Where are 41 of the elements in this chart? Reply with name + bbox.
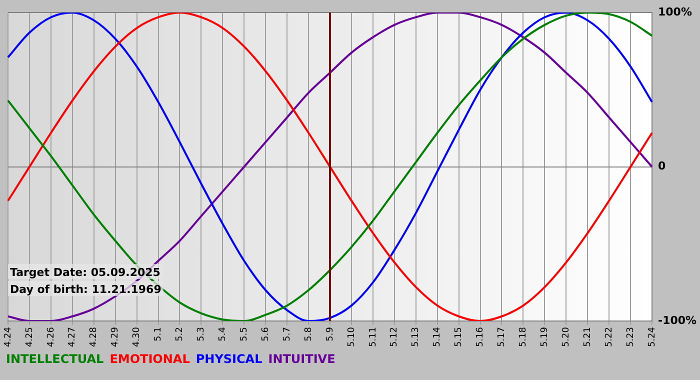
text: INTUITIVE bbox=[268, 352, 336, 366]
x-tick-label: 4.28 bbox=[89, 326, 100, 348]
x-tick-label: 5.14 bbox=[432, 326, 443, 348]
x-tick-label: 5.12 bbox=[390, 327, 400, 348]
x-tick-label: 5.23 bbox=[626, 327, 636, 348]
x-tick-label: 5.16 bbox=[476, 326, 486, 348]
x-tick-label: 5.3 bbox=[196, 327, 207, 342]
x-tick-label: 5.18 bbox=[518, 326, 529, 348]
y-tick-label: -100% bbox=[658, 314, 697, 327]
x-tick-label: 5.19 bbox=[540, 326, 550, 348]
x-tick-label: 5.13 bbox=[411, 327, 422, 348]
x-tick-label: 4.29 bbox=[110, 326, 121, 348]
x-tick-label: 5.15 bbox=[454, 327, 464, 348]
x-tick-label: 4.26 bbox=[46, 326, 56, 348]
x-tick-label: 5.9 bbox=[325, 326, 336, 342]
x-tick-label: 5.20 bbox=[561, 326, 572, 348]
x-tick-label: 5.7 bbox=[282, 327, 292, 342]
y-tick-label: 0 bbox=[658, 160, 666, 173]
annotation: Target Date: 05.09.2025 bbox=[10, 266, 160, 279]
x-tick-label: 5.6 bbox=[260, 326, 271, 342]
y-tick-label: 100% bbox=[658, 5, 692, 18]
line-series bbox=[7, 12, 653, 321]
x-tick-label: 4.30 bbox=[132, 326, 142, 348]
x-tick-label: 5.24 bbox=[647, 326, 658, 348]
x-tick-label: 5.22 bbox=[604, 327, 614, 348]
x-tick-label: 4.25 bbox=[24, 327, 35, 348]
text: PHYSICAL bbox=[196, 352, 262, 366]
text: EMOTIONAL bbox=[110, 352, 190, 366]
x-tick-label: 5.1 bbox=[154, 327, 164, 342]
x-tick-label: 5.4 bbox=[218, 326, 228, 342]
x-tick-label: 5.10 bbox=[346, 326, 357, 348]
text: INTELLECTUAL bbox=[6, 352, 104, 366]
x-tick-label: 5.5 bbox=[239, 327, 250, 342]
x-tick-label: 4.27 bbox=[68, 327, 78, 348]
annotation: Day of birth: 11.21.1969 bbox=[10, 283, 162, 296]
x-tick-label: 5.11 bbox=[368, 327, 378, 348]
x-tick-label: 4.24 bbox=[3, 326, 14, 348]
x-tick-label: 5.17 bbox=[497, 327, 508, 348]
x-tick-label: 5.2 bbox=[175, 327, 186, 342]
x-tick-label: 5.21 bbox=[582, 327, 593, 348]
x-tick-label: 5.8 bbox=[304, 326, 314, 342]
